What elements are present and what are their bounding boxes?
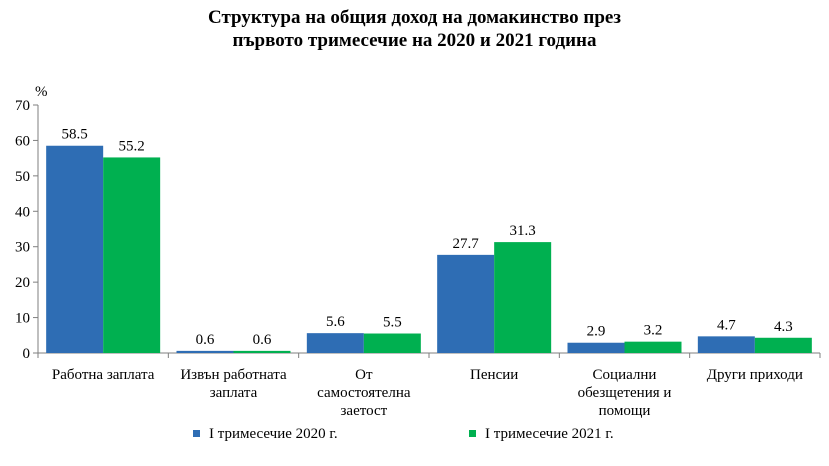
data-label: 5.6 (326, 314, 345, 330)
bar (624, 341, 682, 353)
data-label: 4.7 (717, 317, 736, 333)
data-label: 4.3 (774, 319, 793, 335)
data-label: 3.2 (644, 323, 663, 339)
chart-title-line-2: първото тримесечие на 2020 и 2021 година (232, 30, 597, 51)
data-label: 5.5 (383, 315, 402, 331)
y-tick-label: 60 (15, 133, 30, 149)
bar (363, 333, 421, 353)
chart-title-line-1: Структура на общия доход на домакинство … (208, 7, 621, 28)
bar (567, 342, 625, 353)
bar (46, 145, 104, 353)
y-tick-label: 40 (15, 204, 30, 220)
category-label: заетост (340, 403, 387, 419)
category-label: заплата (210, 385, 258, 401)
bar (233, 350, 291, 353)
y-tick-label: 70 (15, 98, 30, 114)
y-tick-label: 20 (15, 275, 30, 291)
y-tick-label: 30 (15, 240, 30, 256)
data-label: 58.5 (62, 127, 88, 143)
chart-title: Структура на общия доход на домакинство … (0, 6, 829, 52)
legend-label: I тримесечие 2021 г. (485, 426, 614, 442)
category-label: Извън работната (180, 367, 287, 383)
y-tick-label: 10 (15, 311, 30, 327)
data-label: 27.7 (453, 236, 480, 252)
bar (437, 254, 495, 353)
legend-swatch (469, 430, 476, 437)
data-label: 2.9 (587, 324, 606, 340)
bar (103, 157, 161, 353)
category-label: самостоятелна (317, 385, 411, 401)
category-label: обезщетения и (578, 385, 672, 401)
y-axis-label: % (35, 84, 48, 100)
bar (494, 242, 552, 353)
category-label: Пенсии (470, 367, 518, 383)
data-label: 0.6 (196, 332, 215, 348)
bar (306, 333, 364, 353)
category-label: помощи (599, 403, 651, 419)
data-label: 0.6 (253, 332, 272, 348)
legend-label: I тримесечие 2020 г. (209, 426, 338, 442)
y-tick-label: 0 (23, 346, 31, 362)
data-label: 31.3 (510, 223, 536, 239)
bar (754, 337, 812, 353)
category-label: От (355, 367, 373, 383)
legend-swatch (193, 430, 200, 437)
category-label: Други приходи (707, 367, 803, 383)
y-tick-label: 50 (15, 169, 30, 185)
category-label: Социални (593, 367, 657, 383)
category-label: Работна заплата (52, 367, 155, 383)
bar (697, 336, 755, 353)
bar (176, 350, 234, 353)
data-label: 55.2 (119, 138, 145, 154)
